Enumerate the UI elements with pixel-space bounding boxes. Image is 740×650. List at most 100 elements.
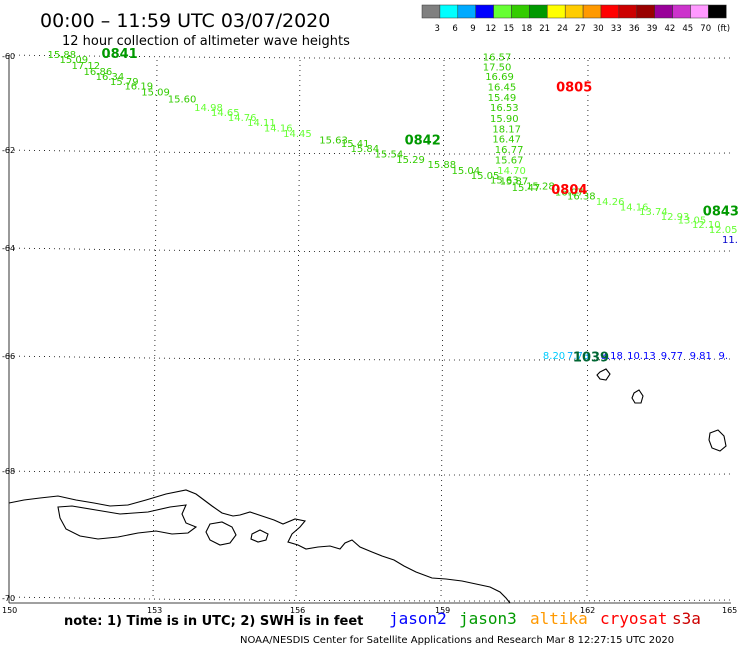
colorbar-label: 45 [682,24,693,34]
wave-height-value: 8.20 [543,351,565,362]
wave-height-value: 16.77 [495,145,524,156]
lon-line-162 [586,59,589,601]
wave-height-value: 13.74 [639,207,668,218]
orbit-label: 1039 [573,350,609,365]
colorbar-label: 30 [593,24,604,34]
wave-height-value: 14.45 [283,129,312,140]
colorbar-label: 27 [575,24,586,34]
wave-height-value: 15.41 [341,139,370,150]
colorbar-label: 70 [700,24,711,34]
wave-height-value: 17.50 [483,62,512,73]
colorbar-swatch [636,4,655,19]
wave-height-value: 15.04 [452,166,481,177]
coast-inlet [57,504,198,540]
graticule [8,54,732,602]
wave-height-value: 18.17 [492,124,521,135]
lat-line-70 [8,596,732,602]
wave-height-value: 12.93 [661,212,690,223]
lon-tick: 150 [2,606,17,615]
lat-tick: -66 [2,352,15,361]
wave-height-value: 12.10 [692,220,721,231]
colorbar-label: (ft) [717,24,730,34]
lat-tick: -68 [2,467,15,476]
colorbar-swatch [511,4,530,19]
lat-tick: -70 [2,594,15,603]
units-note: note: 1) Time is in UTC; 2) SWH is in fe… [64,614,363,629]
colorbar-label: 36 [629,24,640,34]
wave-height-value: 15.47 [512,183,541,194]
map-subtitle: 12 hour collection of altimeter wave hei… [62,34,350,49]
colorbar-label: 39 [647,24,658,34]
satellite-altika: altika [530,609,588,628]
lon-tick: 153 [147,606,162,615]
wave-height-value: 15.60 [168,95,197,106]
latitude-tick-labels: -60 -62 -64 -66 -68 -70 [2,52,15,603]
island-2 [631,389,644,404]
wave-height-value: 15.84 [351,144,380,155]
wave-height-value: 15.09 [141,87,170,98]
wave-height-value: 15.79 [110,77,139,88]
colorbar-swatch [672,4,691,19]
wave-height-value: 16.34 [96,72,125,83]
colorbar-label: 42 [665,24,676,34]
colorbar-label: 6 [452,24,457,34]
lon-line-159 [440,59,445,601]
wave-height-value: 16.53 [490,103,519,114]
wave-height-value: 16.47 [492,134,521,145]
wave-height-value: 9. [718,351,728,362]
colorbar-label: 15 [503,24,514,34]
colorbar-swatch [475,4,494,19]
wave-height-value: 15.28 [526,181,555,192]
wave-height-value: 15.09 [60,55,89,66]
satellite-jason2: jason2 [389,609,447,628]
wave-height-value: 16.19 [124,82,153,93]
colorbar-swatch [439,4,459,19]
satellite-cryosat: cryosat [600,609,667,628]
wave-height-value: 9.77 [661,351,683,362]
wave-height-value: 15.05 [471,171,500,182]
track-0805: 16.5717.5016.6916.4515.4916.5315.9018.17… [483,52,592,187]
wave-height-value: 14.98 [194,103,223,114]
orbit-label: 0804 [551,183,587,198]
lat-tick: -62 [2,146,15,155]
wave-height-value: 14.16 [620,202,649,213]
wave-height-value: 15.87 [500,176,529,187]
wave-height-value: 17.12 [72,61,101,72]
lon-line-153 [152,59,158,601]
orbit-label: 0842 [405,133,441,148]
lat-tick: -64 [2,244,15,253]
antarctic-coastline [8,489,511,604]
wave-height-value: 15.54 [375,149,404,160]
wave-height-value: 16.38 [567,192,596,203]
wave-height-value: 9.81 [690,351,712,362]
colorbar-label: 9 [470,24,475,34]
lon-tick: 156 [290,606,305,615]
wave-height-value: 15.63 [490,175,519,186]
colorbar-swatch [582,4,602,19]
wave-height-value: 15.67 [495,155,524,166]
wave-height-value: 16.86 [84,67,113,78]
wave-height-value: 14.65 [211,108,240,119]
colorbar-swatch [547,4,566,19]
wave-height-value: 16.69 [485,72,514,83]
wave-height-value: 7.73 [567,351,589,362]
wave-height-value: 14.26 [596,197,625,208]
colorbar-swatch [618,4,638,19]
wave-height-value: 15.90 [490,114,519,125]
island-3 [708,429,727,452]
satellite-jason3: jason3 [459,609,517,628]
colorbar-label: 3 [435,24,440,34]
orbit-label: 0841 [102,47,138,62]
colorbar-label: 18 [521,24,532,34]
wave-height-value: 14.16 [264,123,293,134]
lat-line-64 [8,247,732,253]
satellite-legend: jason2 jason3 altika cryosat s3a [389,609,701,628]
colorbar-label: 12 [486,24,497,34]
orbit-label: 0805 [556,81,592,96]
wave-height-value: 15.63 [319,135,348,146]
wave-height-value: 10.13 [627,351,656,362]
lat-line-68 [8,470,732,476]
